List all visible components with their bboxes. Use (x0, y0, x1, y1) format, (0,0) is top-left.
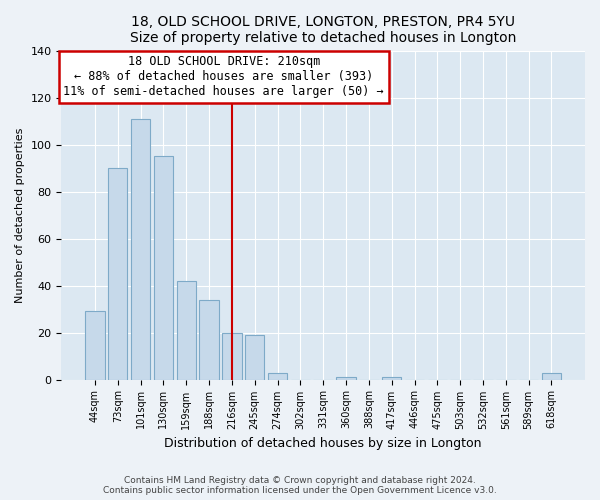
X-axis label: Distribution of detached houses by size in Longton: Distribution of detached houses by size … (164, 437, 482, 450)
Text: Contains HM Land Registry data © Crown copyright and database right 2024.
Contai: Contains HM Land Registry data © Crown c… (103, 476, 497, 495)
Bar (85, 312, 104, 380)
Bar (176, 281, 196, 380)
Y-axis label: Number of detached properties: Number of detached properties (15, 128, 25, 302)
Bar (382, 377, 401, 380)
Bar (154, 156, 173, 380)
Bar (199, 300, 219, 380)
Text: 18 OLD SCHOOL DRIVE: 210sqm
← 88% of detached houses are smaller (393)
11% of se: 18 OLD SCHOOL DRIVE: 210sqm ← 88% of det… (64, 56, 384, 98)
Bar (268, 372, 287, 380)
Bar (131, 118, 150, 380)
Bar (337, 377, 356, 380)
Bar (245, 335, 265, 380)
Title: 18, OLD SCHOOL DRIVE, LONGTON, PRESTON, PR4 5YU
Size of property relative to det: 18, OLD SCHOOL DRIVE, LONGTON, PRESTON, … (130, 15, 517, 45)
Bar (222, 332, 242, 380)
Bar (542, 372, 561, 380)
Bar (108, 168, 127, 380)
